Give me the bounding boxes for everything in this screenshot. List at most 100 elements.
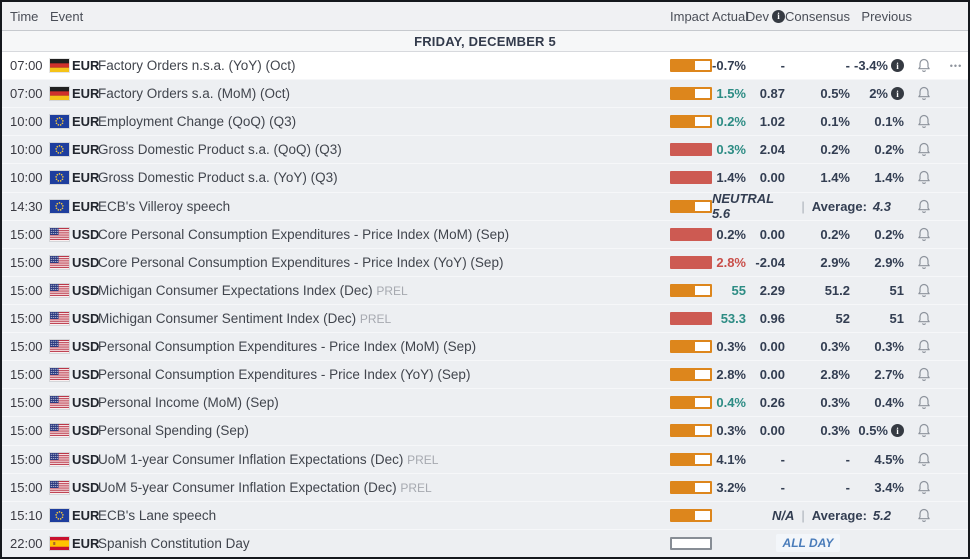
notification-bell-icon[interactable]	[916, 57, 932, 74]
event-title[interactable]: Employment Change (QoQ) (Q3)	[98, 114, 297, 130]
event-row[interactable]: 15:00 USD Michigan Consumer Expectations I…	[2, 276, 968, 305]
bell-cell[interactable]	[904, 169, 944, 186]
event-title[interactable]: Gross Domestic Product s.a. (YoY) (Q3)	[98, 170, 338, 186]
event-row[interactable]: 15:00 USD Michigan Consumer Sentiment Inde…	[2, 304, 968, 334]
bell-cell[interactable]	[904, 366, 944, 383]
event-title[interactable]: Factory Orders n.s.a. (YoY) (Oct)	[98, 58, 296, 74]
event-row[interactable]: 15:00 USD Personal Consumption Expenditure…	[2, 333, 968, 362]
previous-number: 2.7%	[874, 367, 904, 383]
previous-number: 2%	[869, 86, 888, 102]
notification-bell-icon[interactable]	[916, 113, 932, 130]
event-row[interactable]: 15:00 USD Core Personal Consumption Expend…	[2, 220, 968, 249]
event-time: 15:00	[10, 311, 43, 327]
more-options-icon[interactable]: •••	[949, 60, 963, 71]
event-time: 07:00	[10, 58, 43, 74]
impact-indicator	[670, 340, 712, 354]
prel-badge: PREL	[407, 452, 439, 467]
bell-cell[interactable]	[904, 113, 944, 130]
event-row[interactable]: 07:00 EUR Factory Orders n.s.a. (YoY) (Oct…	[2, 52, 968, 81]
bell-cell[interactable]	[904, 507, 944, 524]
event-title[interactable]: UoM 1-year Consumer Inflation Expectatio…	[98, 451, 439, 467]
bell-cell[interactable]	[904, 310, 944, 327]
event-title[interactable]: Personal Consumption Expenditures - Pric…	[98, 339, 477, 355]
event-row[interactable]: 07:00 EUR Factory Orders s.a. (MoM) (Oct) 1…	[2, 80, 968, 109]
notification-bell-icon[interactable]	[916, 85, 932, 102]
consensus-value: 0.3%	[820, 395, 850, 411]
notification-bell-icon[interactable]	[916, 507, 932, 524]
event-time: 15:10	[10, 507, 43, 523]
bell-cell[interactable]	[904, 282, 944, 299]
bell-cell[interactable]	[904, 57, 944, 74]
previous-value: 51	[850, 311, 904, 326]
average-value: 4.3	[872, 198, 891, 214]
flag-eu-icon	[49, 170, 72, 186]
bell-cell[interactable]	[904, 141, 944, 158]
notification-bell-icon[interactable]	[916, 282, 932, 299]
bell-cell[interactable]	[904, 422, 944, 439]
flag-eu-icon	[49, 114, 72, 130]
event-title[interactable]: UoM 5-year Consumer Inflation Expectatio…	[98, 479, 432, 495]
event-title[interactable]: Michigan Consumer Sentiment Index (Dec) …	[98, 311, 392, 327]
impact-cell	[670, 255, 712, 269]
dev-info-icon[interactable]: i	[772, 9, 785, 23]
bell-cell[interactable]	[904, 451, 944, 468]
bell-cell[interactable]	[904, 226, 944, 243]
event-time: 15:00	[10, 395, 43, 411]
notification-bell-icon[interactable]	[916, 338, 932, 355]
event-title[interactable]: ECB's Villeroy speech	[98, 198, 231, 214]
event-row[interactable]: 15:00 USD Personal Spending (Sep) 0.3% 0.00 0…	[2, 417, 968, 446]
previous-info-icon[interactable]: i	[891, 59, 904, 73]
bell-cell[interactable]	[904, 198, 944, 215]
bell-cell[interactable]	[904, 394, 944, 411]
event-row[interactable]: 10:00 EUR Gross Domestic Product s.a. (QoQ…	[2, 136, 968, 165]
event-title[interactable]: Personal Consumption Expenditures - Pric…	[98, 367, 471, 383]
event-title[interactable]: Spanish Constitution Day	[98, 535, 250, 551]
notification-bell-icon[interactable]	[916, 226, 932, 243]
notification-bell-icon[interactable]	[916, 198, 932, 215]
previous-info-icon[interactable]: i	[891, 424, 904, 438]
notification-bell-icon[interactable]	[916, 366, 932, 383]
event-row[interactable]: 14:30 EUR ECB's Villeroy speech NEUTRAL 5.6…	[2, 191, 968, 221]
event-row[interactable]: 15:00 USD UoM 1-year Consumer Inflation Ex…	[2, 445, 968, 474]
notification-bell-icon[interactable]	[916, 310, 932, 327]
event-title[interactable]: Gross Domestic Product s.a. (QoQ) (Q3)	[98, 142, 342, 158]
previous-value: -3.4% i	[850, 58, 904, 73]
bell-cell[interactable]	[904, 254, 944, 271]
notification-bell-icon[interactable]	[916, 394, 932, 411]
event-row[interactable]: 22:00 EUR Spanish Constitution Day ALL DAY	[2, 529, 968, 557]
bell-cell[interactable]	[904, 338, 944, 355]
notification-bell-icon[interactable]	[916, 254, 932, 271]
event-title[interactable]: Core Personal Consumption Expenditures -…	[98, 254, 504, 270]
notification-bell-icon[interactable]	[916, 422, 932, 439]
event-title[interactable]: Factory Orders s.a. (MoM) (Oct)	[98, 86, 291, 102]
notification-bell-icon[interactable]	[916, 169, 932, 186]
col-header-previous: Previous	[861, 8, 912, 24]
consensus-value: 2.8%	[820, 367, 850, 383]
more-cell[interactable]: •••	[944, 61, 968, 71]
deviation-value: 1.02	[759, 114, 785, 130]
table-header: Time Event Impact Actual Dev i Consensus …	[2, 2, 968, 31]
event-row[interactable]: 15:00 USD Core Personal Consumption Expend…	[2, 248, 968, 277]
event-title[interactable]: ECB's Lane speech	[98, 507, 217, 523]
notification-bell-icon[interactable]	[916, 141, 932, 158]
bell-cell[interactable]	[904, 479, 944, 496]
event-row[interactable]: 10:00 EUR Gross Domestic Product s.a. (YoY…	[2, 164, 968, 193]
previous-info-icon[interactable]: i	[891, 87, 904, 101]
consensus-value: 0.5%	[820, 86, 850, 102]
event-row[interactable]: 15:00 USD Personal Income (MoM) (Sep) 0.4% 0…	[2, 389, 968, 418]
event-title[interactable]: Personal Spending (Sep)	[98, 423, 249, 439]
bell-cell[interactable]	[904, 85, 944, 102]
event-row[interactable]: 15:00 USD Personal Consumption Expenditure…	[2, 361, 968, 390]
impact-indicator	[670, 368, 712, 382]
currency-code: USD	[72, 423, 100, 439]
event-row[interactable]: 15:00 USD UoM 5-year Consumer Inflation Ex…	[2, 473, 968, 502]
event-row[interactable]: 15:10 EUR ECB's Lane speech N/A | Average: 5.2	[2, 501, 968, 530]
previous-value: 1.4%	[850, 170, 904, 185]
event-title[interactable]: Michigan Consumer Expectations Index (De…	[98, 282, 408, 298]
event-title[interactable]: Personal Income (MoM) (Sep)	[98, 395, 279, 411]
notification-bell-icon[interactable]	[916, 479, 932, 496]
notification-bell-icon[interactable]	[916, 451, 932, 468]
event-title[interactable]: Core Personal Consumption Expenditures -…	[98, 226, 510, 242]
event-time: 15:00	[10, 367, 43, 383]
event-row[interactable]: 10:00 EUR Employment Change (QoQ) (Q3) 0.2%…	[2, 108, 968, 137]
